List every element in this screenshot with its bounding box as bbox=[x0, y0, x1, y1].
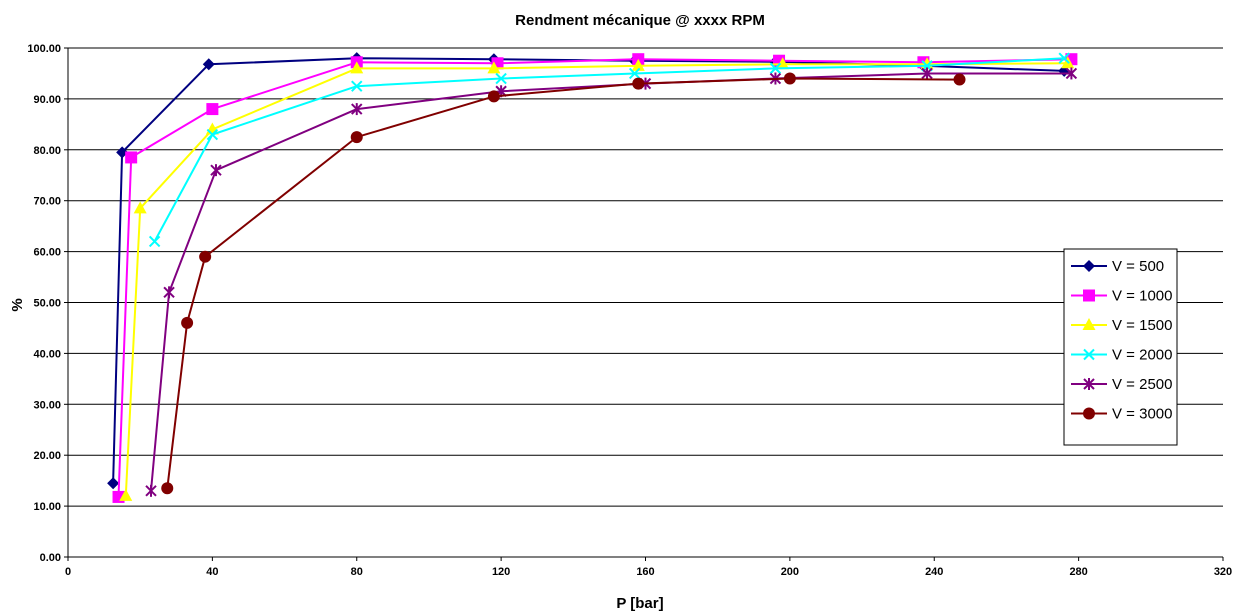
y-axis-title: % bbox=[9, 298, 26, 311]
legend-item: V = 500 bbox=[1071, 258, 1164, 275]
legend-item: V = 2500 bbox=[1071, 376, 1172, 393]
axes bbox=[64, 47, 1224, 561]
legend-marker bbox=[1083, 348, 1095, 361]
data-point bbox=[350, 131, 363, 144]
y-tick-label: 60.00 bbox=[33, 247, 61, 259]
data-point bbox=[125, 151, 138, 164]
series-line bbox=[112, 57, 1065, 484]
data-point bbox=[1065, 53, 1078, 66]
series-v-500 bbox=[107, 52, 1071, 490]
legend-label: V = 2000 bbox=[1112, 347, 1172, 364]
series-line bbox=[117, 58, 1072, 497]
data-point bbox=[133, 201, 147, 214]
chart-title: Rendment mécanique @ xxxx RPM bbox=[515, 12, 765, 29]
series-layer bbox=[107, 52, 1078, 503]
series-v-2500 bbox=[145, 67, 1078, 497]
y-tick-label: 10.00 bbox=[33, 501, 61, 513]
series-v-2000 bbox=[148, 52, 1070, 248]
legend-item: V = 3000 bbox=[1071, 406, 1172, 423]
data-point bbox=[487, 90, 500, 103]
legend-item: V = 1000 bbox=[1071, 288, 1172, 305]
legend-marker bbox=[1083, 378, 1095, 390]
y-tick-label: 80.00 bbox=[33, 145, 61, 157]
data-point bbox=[350, 61, 364, 74]
legend-label: V = 1500 bbox=[1112, 317, 1172, 334]
data-point bbox=[206, 103, 219, 116]
x-tick-label: 120 bbox=[492, 566, 510, 578]
data-point bbox=[351, 103, 363, 116]
data-point bbox=[769, 62, 782, 75]
data-point bbox=[148, 235, 161, 248]
legend-item: V = 1500 bbox=[1071, 317, 1172, 334]
data-point bbox=[921, 67, 933, 80]
data-point bbox=[1058, 52, 1070, 64]
data-point bbox=[202, 58, 215, 71]
legend-label: V = 500 bbox=[1112, 258, 1164, 275]
x-tick-label: 280 bbox=[1069, 566, 1087, 578]
y-tick-label: 30.00 bbox=[33, 399, 61, 411]
series-line bbox=[124, 62, 1068, 496]
series-line bbox=[153, 57, 1065, 242]
x-tick-label: 40 bbox=[206, 566, 218, 578]
x-tick-labels: 0 40 80 120 160 200 240 280 320 bbox=[65, 566, 1232, 578]
y-tick-label: 100.00 bbox=[27, 43, 61, 55]
legend-items: V = 500 V = 1000 V = 1500 V = 2000 V = 2500 V… bbox=[1071, 258, 1172, 423]
data-point bbox=[107, 477, 120, 490]
data-point bbox=[163, 286, 175, 299]
data-point bbox=[145, 484, 157, 497]
data-point bbox=[181, 316, 194, 329]
data-point bbox=[1065, 67, 1078, 80]
x-tick-label: 160 bbox=[636, 566, 654, 578]
legend-marker bbox=[1083, 289, 1095, 302]
x-tick-label: 240 bbox=[925, 566, 943, 578]
y-tick-label: 0.00 bbox=[40, 552, 61, 564]
y-tick-labels: 0.00 10.00 20.00 30.00 40.00 50.00 60.00 70.00 8… bbox=[27, 43, 61, 564]
data-point bbox=[783, 72, 796, 85]
legend-label: V = 2500 bbox=[1112, 376, 1172, 393]
data-point bbox=[206, 128, 219, 141]
series-v-1500 bbox=[119, 56, 1075, 501]
grid-lines bbox=[68, 47, 1223, 507]
legend-label: V = 1000 bbox=[1112, 288, 1172, 305]
x-tick-label: 200 bbox=[781, 566, 799, 578]
data-point bbox=[487, 61, 501, 74]
legend-box bbox=[1063, 248, 1178, 446]
x-tick-label: 320 bbox=[1214, 566, 1232, 578]
y-tick-label: 70.00 bbox=[33, 196, 61, 208]
legend-marker bbox=[1082, 318, 1096, 330]
data-point bbox=[631, 58, 645, 71]
legend-label: V = 3000 bbox=[1112, 406, 1172, 423]
series-line bbox=[166, 77, 960, 489]
data-point bbox=[119, 488, 133, 501]
y-tick-label: 20.00 bbox=[33, 450, 61, 462]
legend: V = 500 V = 1000 V = 1500 V = 2000 V = 2500 V… bbox=[1063, 248, 1178, 446]
data-point bbox=[210, 164, 222, 177]
series-line bbox=[150, 72, 1072, 491]
y-tick-label: 90.00 bbox=[33, 94, 61, 106]
data-point bbox=[495, 72, 507, 85]
data-point bbox=[161, 482, 174, 495]
data-point bbox=[199, 250, 212, 263]
legend-marker bbox=[1083, 407, 1095, 420]
x-tick-label: 80 bbox=[351, 566, 363, 578]
x-axis-title: P [bar] bbox=[616, 595, 663, 612]
legend-item: V = 2000 bbox=[1071, 347, 1172, 364]
data-point bbox=[776, 57, 790, 70]
series-v-1000 bbox=[112, 53, 1078, 503]
data-point bbox=[632, 77, 645, 90]
y-tick-label: 40.00 bbox=[33, 348, 61, 360]
series-v-3000 bbox=[161, 72, 966, 495]
legend-marker bbox=[1083, 260, 1095, 272]
x-tick-label: 0 bbox=[65, 566, 71, 578]
data-point bbox=[116, 146, 129, 159]
data-point bbox=[351, 80, 363, 92]
data-point bbox=[953, 73, 966, 86]
y-tick-label: 50.00 bbox=[33, 298, 61, 310]
data-point bbox=[628, 67, 641, 80]
